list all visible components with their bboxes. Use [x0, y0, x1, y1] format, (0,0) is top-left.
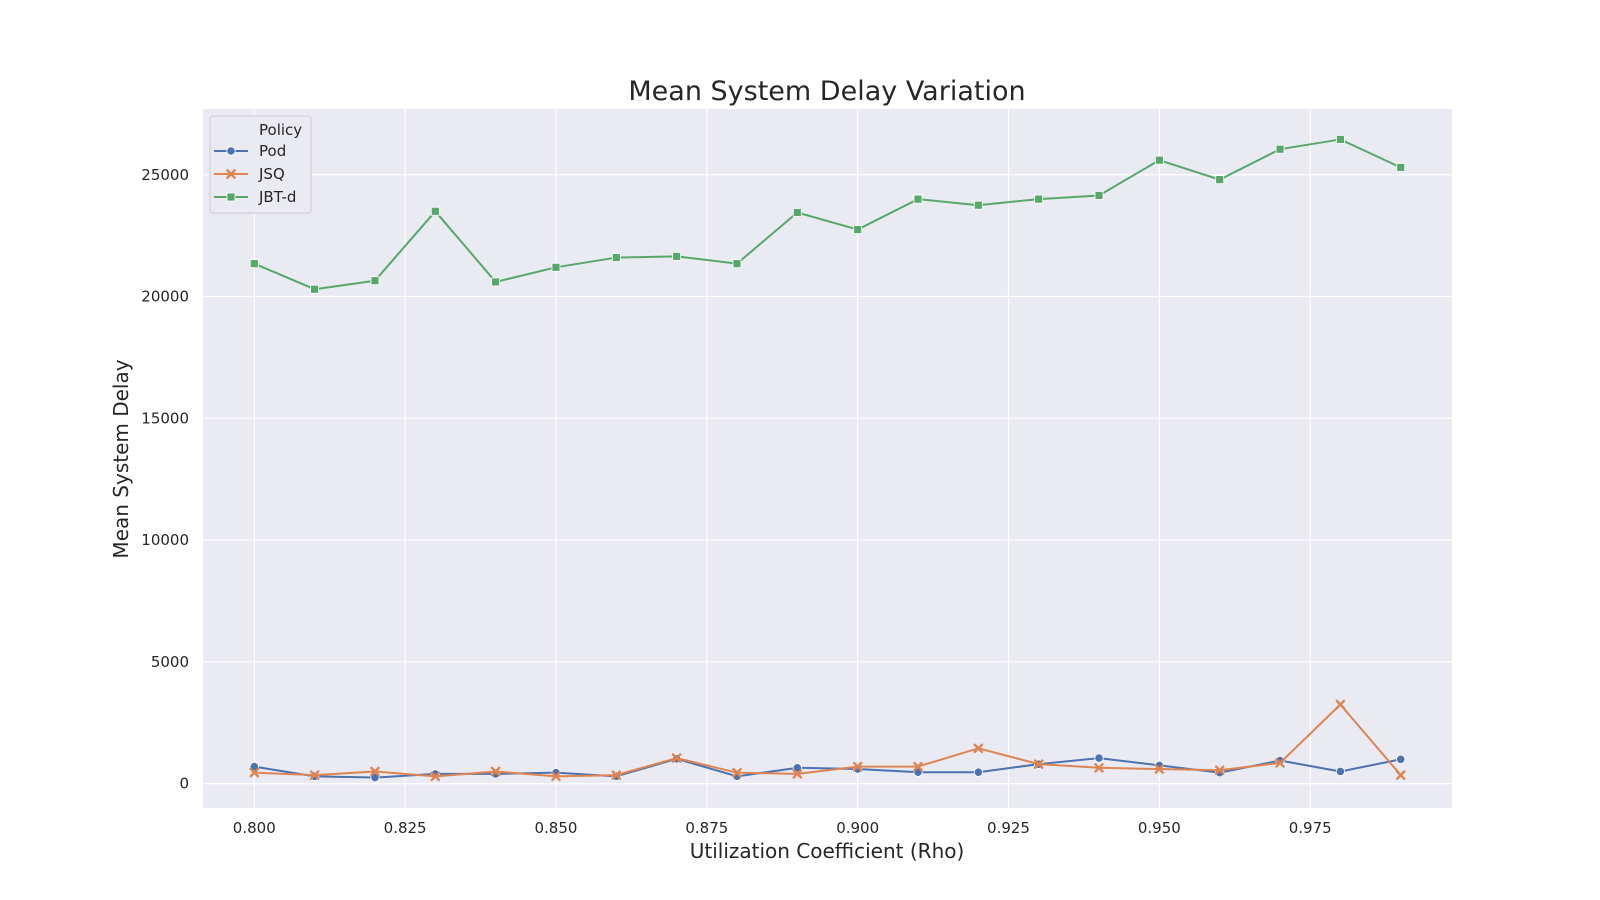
data-point-jsq	[551, 771, 561, 782]
y-tick-label: 0	[179, 775, 189, 793]
data-point-jsq	[671, 753, 682, 763]
legend-marker-jsq	[226, 169, 236, 179]
data-point-jsq	[732, 767, 742, 778]
data-point-pod	[973, 767, 983, 777]
data-point-jsq	[1275, 758, 1285, 768]
data-point-jbt-d	[1335, 135, 1345, 144]
data-point-jsq	[1395, 770, 1406, 780]
x-tick-label: 0.925	[987, 819, 1030, 837]
legend: Policy Pod JSQ JBT-d	[209, 115, 312, 214]
data-point-jbt-d	[1396, 163, 1406, 172]
data-point-jsq	[611, 770, 622, 780]
legend-marker-pod	[226, 146, 236, 156]
data-point-jbt-d	[249, 259, 259, 269]
data-point-jbt-d	[1094, 191, 1104, 200]
legend-entry-pod: Pod	[214, 142, 286, 160]
data-point-jsq	[370, 766, 380, 777]
data-point-jsq	[249, 767, 260, 778]
chart-title: Mean System Delay Variation	[628, 76, 1025, 107]
data-point-jsq	[973, 743, 984, 754]
data-point-jsq	[1094, 763, 1104, 773]
legend-frame	[209, 115, 312, 214]
y-tick-labels: 0 5000 10000 15000 20000 25000	[141, 166, 189, 793]
x-tick-label: 0.900	[836, 819, 879, 837]
data-point-pod	[792, 763, 802, 773]
data-point-jsq	[1214, 765, 1225, 776]
y-tick-label: 20000	[141, 288, 189, 306]
data-point-jbt-d	[551, 262, 561, 272]
x-tick-labels: 0.800 0.825 0.850 0.875 0.900 0.925 0.950 0.975	[233, 819, 1332, 837]
y-axis-label: Mean System Delay	[109, 359, 133, 558]
data-point-jbt-d	[611, 253, 621, 262]
legend-entry-jsq: JSQ	[214, 165, 285, 183]
x-tick-label: 0.950	[1138, 819, 1181, 837]
legend-marker-jbt-d	[226, 192, 236, 202]
data-point-jbt-d	[1154, 155, 1164, 165]
data-point-jbt-d	[913, 194, 923, 204]
data-point-jsq	[309, 770, 320, 780]
data-point-jsq	[430, 771, 441, 782]
y-tick-label: 25000	[141, 166, 189, 184]
legend-entry-jbt-d: JBT-d	[214, 188, 296, 206]
x-tick-label: 0.825	[384, 819, 427, 837]
plot-area	[203, 109, 1452, 808]
legend-label-jbt-d: JBT-d	[258, 188, 296, 206]
data-point-jbt-d	[430, 206, 440, 216]
data-point-pod	[370, 772, 380, 783]
data-point-jsq	[490, 766, 501, 777]
grid	[203, 109, 1452, 808]
y-tick-label: 5000	[151, 653, 189, 671]
series-jbt-d	[249, 135, 1406, 294]
data-point-jbt-d	[491, 277, 501, 287]
data-point-jsq	[1154, 764, 1165, 774]
data-point-jbt-d	[310, 284, 320, 294]
data-point-jbt-d	[792, 208, 802, 217]
x-tick-label: 0.975	[1289, 819, 1332, 837]
data-point-pod	[1396, 754, 1406, 764]
data-point-jbt-d	[1215, 175, 1225, 185]
data-point-jsq	[792, 769, 803, 779]
legend-label-pod: Pod	[259, 142, 286, 160]
series-pod	[249, 753, 1406, 783]
legend-title: Policy	[259, 121, 302, 139]
x-tick-label: 0.800	[233, 819, 276, 837]
series-line-jbt-d	[253, 138, 1402, 291]
data-point-jsq	[1033, 759, 1044, 769]
data-point-jsq	[913, 761, 923, 772]
data-point-jbt-d	[1034, 194, 1044, 204]
y-tick-label: 10000	[141, 531, 189, 549]
data-point-jbt-d	[853, 225, 863, 234]
series-line-pod	[254, 757, 1401, 779]
data-point-jsq	[1335, 699, 1346, 710]
series-line-jsq	[254, 703, 1402, 778]
legend-entries: Pod JSQ JBT-d	[214, 142, 296, 206]
data-point-jsq	[852, 761, 863, 772]
legend-label-jsq: JSQ	[258, 165, 285, 183]
data-point-jbt-d	[1275, 144, 1285, 154]
x-tick-label: 0.875	[685, 819, 728, 837]
x-tick-label: 0.850	[535, 819, 578, 837]
series-jsq	[249, 699, 1406, 782]
data-point-jbt-d	[672, 251, 682, 261]
series-layer	[249, 135, 1406, 783]
x-axis-label: Utilization Coefficient (Rho)	[690, 839, 965, 863]
data-point-pod	[1335, 766, 1345, 777]
y-tick-label: 15000	[141, 409, 189, 427]
data-point-jbt-d	[732, 259, 742, 269]
data-point-pod	[249, 761, 259, 772]
data-point-pod	[1094, 753, 1104, 763]
data-point-jbt-d	[973, 200, 983, 210]
data-point-jbt-d	[370, 276, 380, 286]
